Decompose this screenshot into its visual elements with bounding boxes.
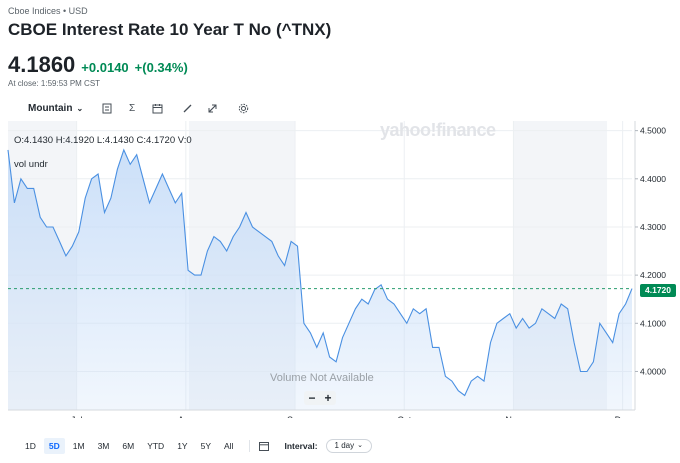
interval-dropdown[interactable]: 1 day ⌄ (325, 439, 372, 453)
expand-icon[interactable] (205, 101, 219, 115)
chart-toolbar: Mountain ⌄ Σ (22, 99, 250, 117)
date-range-calendar-icon[interactable] (258, 440, 270, 452)
y-tick-label-4: 4.1000 (640, 318, 666, 328)
range-button-1d[interactable]: 1D (25, 441, 36, 451)
current-price: 4.1860 (8, 52, 76, 77)
range-button-1y[interactable]: 1Y (177, 441, 188, 451)
calendar-event-icon[interactable] (150, 101, 164, 115)
x-tick-label-jul: Jul (71, 415, 83, 418)
settings-icon[interactable] (236, 101, 250, 115)
price-line (7, 148, 633, 397)
chart-type-dropdown[interactable]: Mountain ⌄ (22, 99, 89, 117)
chevron-down-icon: ⌄ (76, 103, 84, 113)
price-area-fill (8, 149, 632, 410)
y-tick-label-3: 4.2000 (640, 270, 666, 280)
x-tick-label-oct: Oct (397, 415, 412, 418)
range-button-5y[interactable]: 5Y (200, 441, 211, 451)
price-row: 4.1860 +0.0140 +(0.34%) (8, 52, 188, 78)
range-bar: 1D 5D 1M 3M 6M YTD 1Y 5Y All Interval: 1 day ⌄ (20, 438, 372, 454)
zoom-controls: − + (304, 391, 336, 405)
zoom-in-button[interactable]: + (324, 391, 332, 405)
zoom-out-button[interactable]: − (308, 391, 316, 405)
range-button-ytd[interactable]: YTD (147, 441, 165, 451)
sigma-icon[interactable]: Σ (129, 102, 136, 114)
interval-value: 1 day (334, 441, 355, 450)
current-price-badge: 4.1720 (640, 284, 676, 297)
chart-type-label: Mountain (28, 102, 73, 114)
y-tick-label-1: 4.4000 (640, 174, 666, 184)
y-tick-label-0: 4.5000 (640, 126, 666, 136)
chevron-down-icon: ⌄ (357, 442, 363, 449)
y-tick-label-5: 4.0000 (640, 366, 666, 376)
price-change: +0.0140 (81, 60, 129, 75)
range-button-5d[interactable]: 5D (43, 438, 65, 454)
x-tick-label-sep: Sep (287, 415, 303, 418)
x-tick-label-aug: Aug (178, 415, 194, 418)
page-title: CBOE Interest Rate 10 Year T No (^TNX) (8, 20, 332, 39)
yahoo-finance-watermark: yahoo!finance (380, 120, 496, 140)
range-button-1m[interactable]: 1M (72, 441, 85, 451)
range-button-all[interactable]: All (224, 441, 234, 451)
range-button-6m[interactable]: 6M (122, 441, 135, 451)
price-change-percent: +(0.34%) (134, 60, 188, 75)
range-divider (249, 440, 251, 452)
volume-label: vol undr (14, 159, 48, 170)
x-tick-label-dec: Dec (615, 415, 632, 418)
y-tick-label-2: 4.3000 (640, 222, 666, 232)
interval-label: Interval: (284, 441, 318, 451)
indicators-icon[interactable] (100, 101, 114, 115)
range-button-3m[interactable]: 3M (97, 441, 110, 451)
volume-not-available: Volume Not Available (270, 372, 374, 384)
x-tick-label-nov: Nov (505, 415, 522, 418)
quote-source: Cboe Indices • USD (8, 6, 88, 16)
ohlc-readout: O:4.1430 H:4.1920 L:4.1430 C:4.1720 V:0 (14, 135, 192, 146)
price-chart[interactable]: 4.5000 4.4000 4.3000 4.2000 4.1000 4.0000 Jul A… (0, 118, 680, 418)
close-time: At close: 1:59:53 PM CST (8, 79, 101, 88)
draw-icon[interactable] (180, 101, 194, 115)
